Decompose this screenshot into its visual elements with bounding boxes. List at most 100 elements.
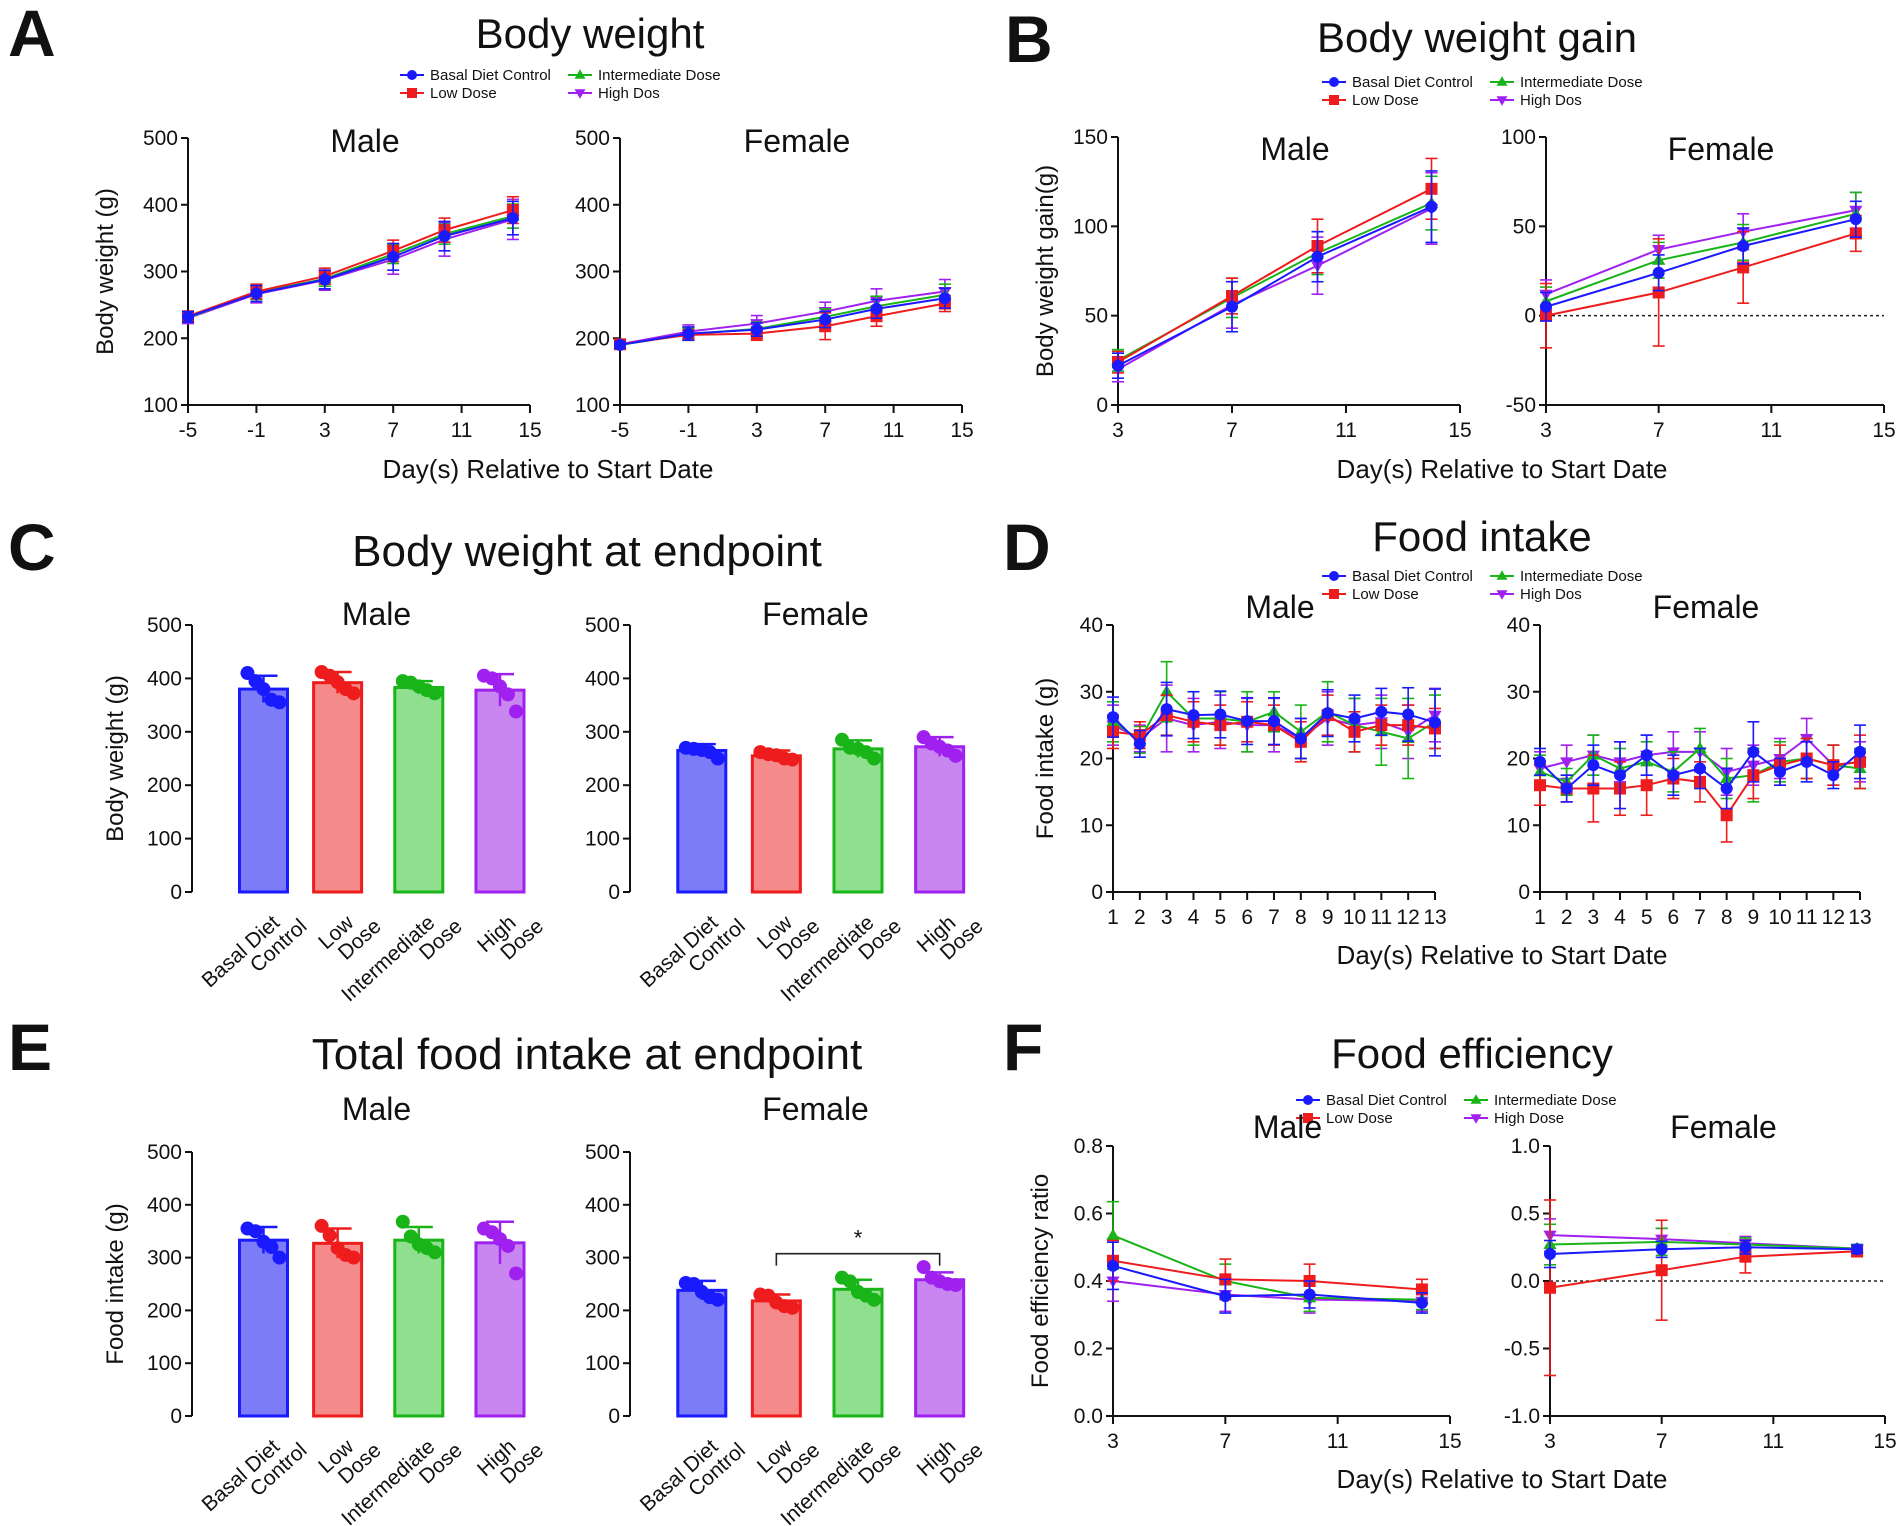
individual-point	[500, 687, 515, 702]
series-high-dos	[613, 278, 952, 352]
x-tick-label: 13	[1848, 906, 1871, 929]
y-axis-title: Food intake (g)	[102, 1203, 129, 1364]
individual-point	[710, 1292, 725, 1307]
x-tick-label: -1	[247, 419, 266, 442]
individual-point	[508, 704, 523, 719]
x-tick-label: 12	[1822, 906, 1845, 929]
y-tick-label: 500	[143, 127, 178, 150]
y-tick-label: 100	[1501, 126, 1536, 149]
bar	[393, 1238, 445, 1418]
category-label: HighDose	[913, 899, 988, 973]
subplot-title: Male	[1245, 589, 1314, 625]
x-tick-label: 13	[1423, 906, 1446, 929]
individual-point	[264, 1240, 279, 1255]
x-tick-label: 12	[1396, 906, 1419, 929]
data-point	[1429, 716, 1441, 729]
data-point	[1667, 769, 1680, 782]
data-point	[1160, 703, 1173, 716]
subplot-title: Male	[1260, 131, 1329, 167]
y-tick-label: 30	[1080, 681, 1103, 704]
data-point	[1402, 708, 1415, 721]
x-tick-label: 7	[1694, 906, 1706, 929]
y-tick-label: 200	[143, 327, 178, 350]
y-tick-label: 300	[147, 721, 182, 744]
bar	[914, 1278, 966, 1418]
subplot-title: Male	[342, 1091, 411, 1127]
legend-marker	[407, 88, 417, 98]
category-label: Basal DietControl	[636, 1423, 750, 1526]
series-intermediate-dose	[1543, 1223, 1864, 1266]
legend-marker	[1329, 589, 1339, 599]
y-tick-label: 400	[147, 667, 182, 690]
y-axis-title: Body weight (g)	[92, 188, 119, 355]
legend-label: Intermediate Dose	[598, 67, 721, 84]
x-tick-label: -5	[611, 419, 630, 442]
subplot-male: Male 0 100 200 300 400 500 Food intake (g) Basal…	[102, 1091, 548, 1526]
series-line	[1112, 1264, 1422, 1304]
y-tick-label: 20	[1080, 748, 1103, 771]
bar-group-1	[312, 664, 364, 894]
y-tick-label: 100	[575, 394, 610, 417]
individual-point	[948, 748, 963, 763]
individual-point	[867, 1292, 881, 1307]
subplot-title: Male	[342, 596, 411, 632]
data-point	[870, 302, 883, 315]
y-tick-label: 400	[143, 194, 178, 217]
panel-title: Body weight gain	[1317, 14, 1637, 61]
y-tick-label: 200	[147, 1299, 182, 1322]
x-tick-label: 3	[1587, 906, 1599, 929]
x-tick-label: 3	[1544, 1430, 1556, 1453]
data-point	[1241, 715, 1254, 728]
y-tick-label: 30	[1507, 681, 1530, 704]
bar	[237, 687, 289, 894]
legend-marker	[1329, 571, 1339, 581]
y-tick-label: 500	[147, 614, 182, 637]
panel-title: Body weight	[476, 10, 705, 57]
series-line	[187, 217, 514, 318]
x-tick-label: 10	[1768, 906, 1791, 929]
data-point	[250, 287, 263, 300]
series-line	[187, 209, 514, 318]
bar	[832, 747, 884, 894]
bar-group-2	[832, 732, 884, 894]
x-tick-label: 3	[1540, 419, 1552, 442]
data-point	[1106, 1228, 1120, 1240]
panel-title: Food efficiency	[1331, 1030, 1613, 1077]
subplot-female: Female -1.0 -0.5 0.0 0.5 1.0 3 7 11 15	[1504, 1109, 1897, 1453]
legend-label: Basal Diet Control	[1326, 1092, 1447, 1109]
x-axis-title: Day(s) Relative to Start Date	[1337, 454, 1668, 484]
x-tick-label: 7	[819, 419, 831, 442]
y-axis-title: Body weight gain(g)	[1032, 165, 1059, 377]
data-point	[1827, 769, 1840, 782]
panel-letter: D	[1003, 510, 1051, 584]
subplot-female: Female 100 200 300 400 500 -5 -1 3 7 11 15	[575, 123, 974, 442]
legend-marker	[1329, 95, 1339, 105]
legend-marker	[1470, 1114, 1482, 1124]
x-tick-label: 11	[1335, 419, 1357, 442]
data-point	[682, 327, 695, 340]
x-tick-label: 3	[319, 419, 331, 442]
individual-point	[500, 1238, 515, 1253]
individual-point	[346, 1250, 361, 1265]
x-tick-label: 7	[1219, 1430, 1231, 1453]
individual-point	[843, 1274, 857, 1289]
data-point	[1226, 300, 1238, 313]
individual-point	[785, 1300, 800, 1315]
individual-point	[272, 695, 287, 710]
data-point	[1214, 708, 1227, 721]
series-high-dos	[181, 198, 520, 326]
y-tick-label: 100	[585, 1352, 620, 1375]
panel-letter: C	[8, 510, 56, 584]
y-tick-label: 0.2	[1074, 1338, 1103, 1361]
series-line	[619, 297, 946, 346]
data-point	[387, 250, 400, 263]
bar	[312, 1241, 364, 1418]
bar	[237, 1238, 289, 1418]
data-point	[1739, 1241, 1752, 1254]
data-point	[819, 313, 832, 326]
bar-group-2	[393, 1214, 445, 1418]
series-high-dos	[1111, 171, 1439, 383]
